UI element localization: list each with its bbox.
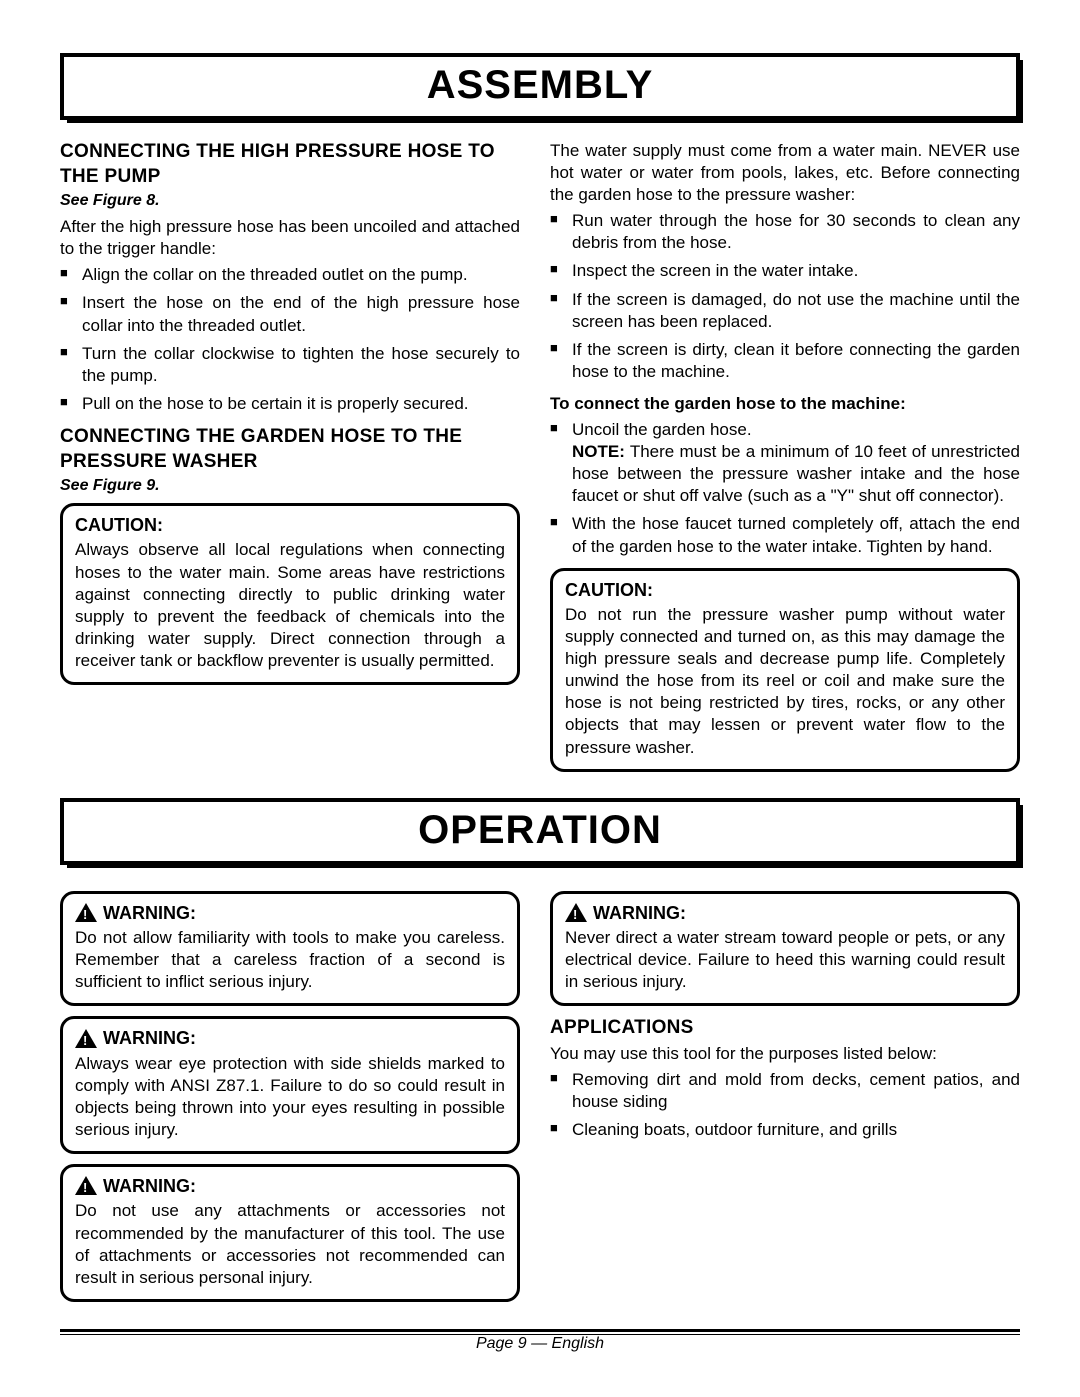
applications-intro: You may use this tool for the purposes l…: [550, 1043, 1020, 1065]
warning-title: WARNING:: [565, 902, 1005, 925]
caution-body: Do not run the pressure washer pump with…: [565, 604, 1005, 759]
note-body: There must be a minimum of 10 feet of un…: [572, 442, 1020, 505]
warning-icon: [75, 1029, 97, 1048]
operation-columns: WARNING: Do not allow familiarity with t…: [60, 885, 1020, 1312]
hp-hose-intro: After the high pressure hose has been un…: [60, 216, 520, 260]
warning-title: WARNING:: [75, 1027, 505, 1050]
warning-box-4: WARNING: Never direct a water stream tow…: [550, 891, 1020, 1007]
warning-icon: [565, 903, 587, 922]
list-item: Removing dirt and mold from decks, cemen…: [550, 1069, 1020, 1113]
applications-list: Removing dirt and mold from decks, cemen…: [550, 1069, 1020, 1141]
warning-label: WARNING:: [103, 902, 196, 925]
list-item: Inspect the screen in the water intake.: [550, 260, 1020, 282]
warning-body: Always wear eye protection with side shi…: [75, 1053, 505, 1141]
prep-list: Run water through the hose for 30 second…: [550, 210, 1020, 383]
connect-subheading: To connect the garden hose to the machin…: [550, 393, 1020, 415]
list-item: Uncoil the garden hose. NOTE: There must…: [550, 419, 1020, 507]
list-item: If the screen is damaged, do not use the…: [550, 289, 1020, 333]
warning-body: Do not use any attachments or accessorie…: [75, 1200, 505, 1288]
warning-label: WARNING:: [103, 1175, 196, 1198]
connect-list: Uncoil the garden hose. NOTE: There must…: [550, 419, 1020, 558]
caution-box-2: CAUTION: Do not run the pressure washer …: [550, 568, 1020, 772]
garden-hose-intro: The water supply must come from a water …: [550, 140, 1020, 206]
list-item: Run water through the hose for 30 second…: [550, 210, 1020, 254]
heading-applications: APPLICATIONS: [550, 1016, 1020, 1041]
operation-right-col: WARNING: Never direct a water stream tow…: [550, 885, 1020, 1312]
note-label: NOTE:: [572, 442, 625, 461]
warning-title: WARNING:: [75, 1175, 505, 1198]
uncoil-text: Uncoil the garden hose.: [572, 420, 752, 439]
page: ASSEMBLY CONNECTING THE HIGH PRESSURE HO…: [60, 53, 1020, 1312]
warning-label: WARNING:: [103, 1027, 196, 1050]
page-footer: Page 9 — English: [60, 1335, 1020, 1353]
warning-body: Do not allow familiarity with tools to m…: [75, 927, 505, 993]
operation-left-col: WARNING: Do not allow familiarity with t…: [60, 885, 520, 1312]
warning-box-3: WARNING: Do not use any attachments or a…: [60, 1164, 520, 1302]
list-item: Pull on the hose to be certain it is pro…: [60, 393, 520, 415]
section-header-operation: OPERATION: [60, 798, 1020, 865]
list-item: Insert the hose on the end of the high p…: [60, 292, 520, 336]
heading-garden-hose: CONNECTING THE GARDEN HOSE TO THE PRESSU…: [60, 425, 520, 474]
warning-body: Never direct a water stream toward peopl…: [565, 927, 1005, 993]
caution-title: CAUTION:: [75, 514, 505, 537]
warning-label: WARNING:: [593, 902, 686, 925]
warning-icon: [75, 903, 97, 922]
hp-hose-list: Align the collar on the threaded outlet …: [60, 264, 520, 415]
caution-body: Always observe all local regulations whe…: [75, 539, 505, 672]
see-figure-8: See Figure 8.: [60, 191, 520, 212]
list-item: Turn the collar clockwise to tighten the…: [60, 343, 520, 387]
section-header-assembly: ASSEMBLY: [60, 53, 1020, 120]
list-item: Cleaning boats, outdoor furniture, and g…: [550, 1119, 1020, 1141]
section-header-assembly-text: ASSEMBLY: [427, 63, 654, 107]
assembly-columns: CONNECTING THE HIGH PRESSURE HOSE TO THE…: [60, 140, 1020, 782]
assembly-left-col: CONNECTING THE HIGH PRESSURE HOSE TO THE…: [60, 140, 520, 782]
assembly-right-col: The water supply must come from a water …: [550, 140, 1020, 782]
warning-box-2: WARNING: Always wear eye protection with…: [60, 1016, 520, 1154]
warning-title: WARNING:: [75, 902, 505, 925]
list-item: With the hose faucet turned completely o…: [550, 513, 1020, 557]
list-item: Align the collar on the threaded outlet …: [60, 264, 520, 286]
warning-icon: [75, 1176, 97, 1195]
warning-box-1: WARNING: Do not allow familiarity with t…: [60, 891, 520, 1007]
caution-title: CAUTION:: [565, 579, 1005, 602]
see-figure-9: See Figure 9.: [60, 476, 520, 497]
section-header-operation-text: OPERATION: [418, 808, 662, 852]
caution-box-1: CAUTION: Always observe all local regula…: [60, 503, 520, 685]
heading-hp-hose: CONNECTING THE HIGH PRESSURE HOSE TO THE…: [60, 140, 520, 189]
list-item: If the screen is dirty, clean it before …: [550, 339, 1020, 383]
